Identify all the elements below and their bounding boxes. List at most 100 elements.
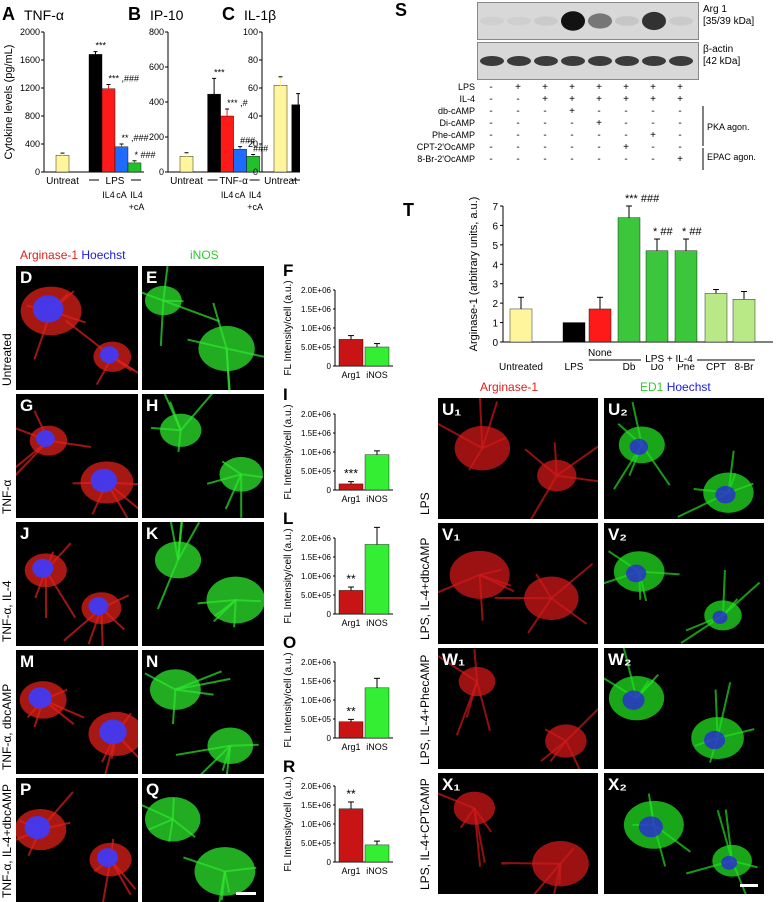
treatment-row-label: db-cAMP [438,106,475,116]
nucleus [99,719,127,744]
panel-letter: Q [146,780,159,800]
arginase-p-image: P [16,778,138,902]
row-label: LPS, IL-4+dbcAMP [418,538,432,640]
panel-letter-i: I [283,385,288,404]
pka-label: PKA agon. [707,122,750,132]
treatment-mark: - [597,106,600,117]
micrograph-cells [16,266,138,390]
bar-t-3 [618,218,640,342]
panel-letter: V₂ [608,525,627,545]
panel-letter: W₂ [608,650,632,670]
micrograph-cells [16,778,138,902]
treatment-row-label: LPS [458,82,475,92]
x-label: iNOS [366,866,388,876]
sig-annotation: *** [96,41,107,51]
right-arginase-title: Arginase-1 [480,380,538,394]
panel-letter: D [20,268,32,288]
panel-letter: U₁ [442,400,461,420]
treatment-mark: - [624,130,627,141]
micrograph-cells [438,523,598,644]
treatment-mark: + [596,82,602,93]
treatment-mark: - [651,142,654,153]
y-tick-label: 1600 [20,55,40,65]
treatment-mark: + [677,82,683,93]
x-label-untreat: Untreat [170,176,203,187]
cell-body [145,286,182,315]
y-tick-label: 2.0E+06 [301,410,332,419]
cell-body [532,841,589,886]
nucleus [91,469,117,493]
micrograph-cells [604,773,764,894]
inos-n-image: N [142,650,264,774]
sig-annotation: *** ,# [227,98,248,108]
y-tick-label: 2.0E+06 [301,658,332,667]
treatment-mark: - [543,118,546,129]
treatment-mark: - [651,154,654,165]
chart-title-c: IL-1β [244,7,276,23]
panel-letter-o: O [283,633,296,652]
x-label: Arg1 [341,742,360,752]
cell-body [198,326,254,371]
bar-c-1 [292,105,300,172]
inos-e-image: E [142,266,264,390]
y-tick-label: 100 [243,27,258,37]
panel-letter: E [146,268,157,288]
y-tick-label: 1.0E+06 [301,448,332,457]
actin-band-lane-7 [642,56,666,66]
treatment-mark: - [516,130,519,141]
hoechst-title: Hoechst [81,248,125,262]
x-label-s4: +cA [247,202,263,212]
nucleus [630,439,648,455]
nucleus [639,816,663,837]
y-tick-label: 5.0E+05 [301,715,332,724]
nucleus [33,295,63,322]
x-label: LPS [565,362,584,373]
sig-annotation: *** ### [625,193,660,205]
treatment-mark: - [570,130,573,141]
micrograph-cells [604,523,764,644]
actin-bands [478,43,698,79]
cell-body [454,792,495,825]
treatment-mark: - [597,154,600,165]
fl-bar-o-1 [365,688,389,738]
bar-a-2 [102,89,115,172]
arg1-band-lane-4 [561,11,585,30]
nucleus [88,597,108,615]
y-tick-label: 0 [253,167,258,177]
treatment-mark: + [623,142,629,153]
sig-annotation: ** [346,787,356,801]
treatment-row-label: Phe-cAMP [432,130,475,140]
fl-bar-r-1 [365,845,389,862]
bar-t-7 [733,299,755,342]
cell-body [459,667,496,696]
treatment-mark: + [650,82,656,93]
inos-title: iNOS [190,248,219,262]
micrograph-cells [142,778,264,902]
y-tick-label: 2000 [20,27,40,37]
x-label: Arg1 [341,370,360,380]
right-hoechst-title: Hoechst [667,380,711,394]
y-tick-label: 6 [492,221,498,232]
arg1-band-lane-3 [534,16,558,25]
nucleus [704,731,725,749]
arg1-blot-strip [477,2,699,40]
treatment-mark: + [677,154,683,165]
x-label-untreat: Untreat [46,176,79,187]
treatment-mark: - [624,154,627,165]
actin-band-lane-1 [480,56,504,66]
panel-letter-t: T [403,200,414,220]
treatment-mark: + [569,106,575,117]
bar-a-4 [128,163,141,172]
ed1-3-image: W₂ [604,648,764,769]
nucleus [721,856,737,870]
row-label: LPS, IL-4+CPTcAMP [418,778,432,890]
y-tick-label: 0 [35,167,40,177]
arg1-band-lane-7 [642,12,666,30]
y-tick-label: 1.0E+06 [301,572,332,581]
y-tick-label: 3 [492,280,498,291]
arg1-band-lane-5 [588,13,612,28]
y-tick-label: 400 [149,97,164,107]
x-label: Db [623,362,636,373]
epac-label: EPAC agon. [707,152,756,162]
